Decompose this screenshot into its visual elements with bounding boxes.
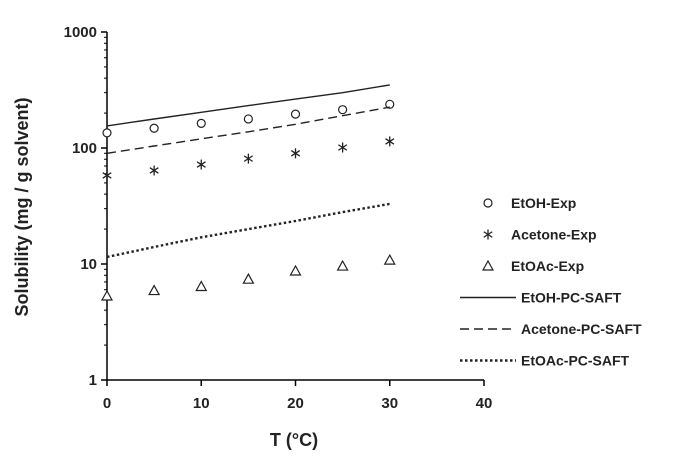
data-point: [149, 123, 159, 133]
legend-marker-swatch: [483, 198, 493, 208]
data-point: [290, 109, 301, 119]
data-point: [195, 280, 208, 292]
series-acetone-pc-saft: [106, 106, 390, 154]
asterisk-stroke: [243, 155, 253, 162]
asterisk-stroke: [338, 144, 348, 151]
asterisk-stroke: [102, 172, 112, 179]
data-point: [243, 153, 253, 164]
data-point: [289, 264, 302, 276]
data-point: [338, 105, 348, 115]
series-etoh-exp: [102, 99, 395, 138]
series-line: [106, 106, 390, 154]
series-etoac-exp: [100, 253, 396, 301]
legend-item: Acetone-PC-SAFT: [460, 321, 642, 337]
legend-marker-swatch: [483, 229, 493, 240]
legend-label: Acetone-Exp: [511, 227, 597, 243]
asterisk-stroke: [290, 150, 301, 157]
legend-item: EtOH-Exp: [483, 195, 576, 211]
legend-label: Acetone-PC-SAFT: [521, 321, 642, 337]
data-point: [149, 165, 159, 176]
series-acetone-exp: [102, 136, 395, 181]
legend: EtOH-Exp Acetone-Exp EtOAc-Exp EtOH-PC-SAFT…: [460, 195, 642, 369]
data-point: [385, 99, 395, 109]
series-etoac-pc-saft: [106, 202, 391, 259]
legend-item: EtOH-PC-SAFT: [460, 290, 622, 306]
legend-item: EtOAc-PC-SAFT: [460, 353, 630, 369]
data-series: [100, 84, 396, 301]
legend-marker-swatch: [481, 259, 495, 271]
data-point: [290, 148, 301, 159]
data-point: [102, 170, 112, 181]
data-point: [102, 128, 112, 138]
series-line: [106, 202, 391, 259]
y-tick-label: 1: [89, 372, 97, 389]
x-tick-label: 0: [103, 395, 111, 412]
asterisk-stroke: [483, 231, 493, 238]
y-tick-label: 10: [80, 256, 97, 273]
y-axis-ticks: 1 10 100 1000: [64, 24, 107, 389]
asterisk-stroke: [385, 138, 395, 145]
legend-item: EtOAc-Exp: [481, 258, 584, 274]
data-point: [242, 272, 255, 284]
legend-label: EtOAc-PC-SAFT: [521, 353, 630, 369]
legend-label: EtOH-PC-SAFT: [521, 290, 622, 306]
data-point: [196, 159, 206, 170]
data-point: [385, 136, 395, 147]
x-axis-label: T (°C): [270, 430, 318, 450]
data-point: [383, 253, 396, 265]
x-tick-label: 10: [193, 395, 210, 412]
legend-item: Acetone-Exp: [483, 227, 597, 243]
legend-label: EtOAc-Exp: [511, 258, 584, 274]
y-axis-label: Solubility (mg / g solvent): [12, 97, 32, 316]
series-line: [106, 84, 390, 127]
asterisk-stroke: [149, 167, 159, 174]
asterisk-stroke: [196, 161, 206, 168]
data-point: [196, 118, 206, 128]
x-axis-ticks: 0 10 20 30 40: [103, 380, 493, 412]
y-tick-label: 1000: [64, 24, 97, 41]
data-point: [243, 114, 253, 124]
data-point: [100, 289, 114, 301]
series-etoh-pc-saft: [106, 84, 390, 127]
data-point: [336, 259, 349, 271]
plot-axes: [106, 32, 484, 381]
x-tick-label: 30: [381, 395, 398, 412]
data-point: [338, 142, 348, 153]
x-tick-label: 20: [287, 395, 304, 412]
x-tick-label: 40: [476, 395, 493, 412]
data-point: [148, 284, 161, 296]
y-tick-label: 100: [72, 140, 97, 157]
legend-label: EtOH-Exp: [511, 195, 576, 211]
